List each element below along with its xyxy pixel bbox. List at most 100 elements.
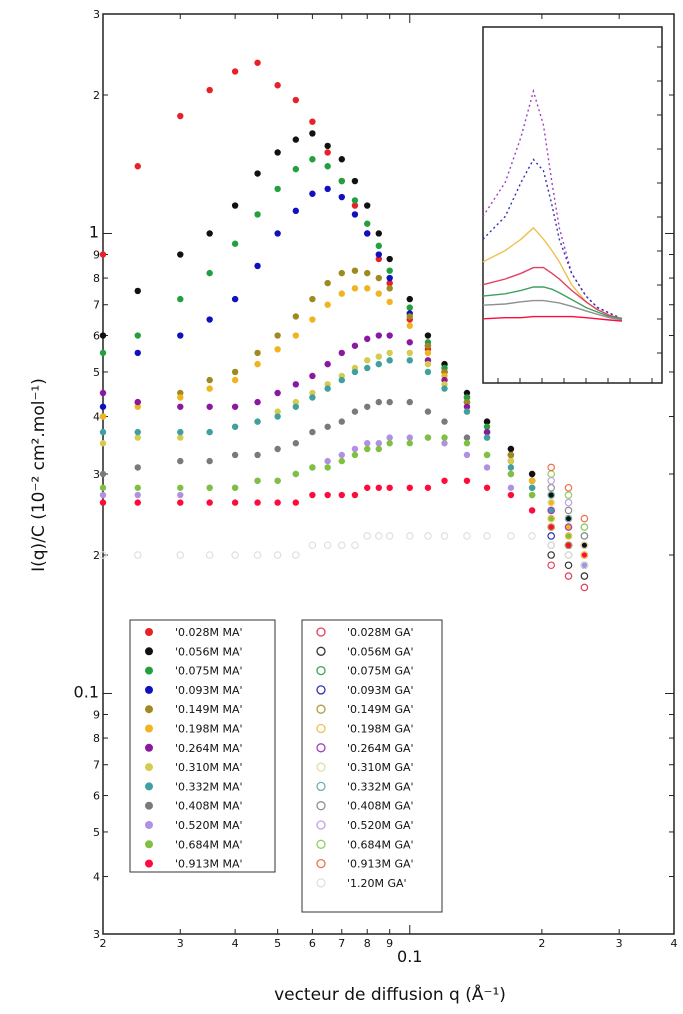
data-point xyxy=(324,423,331,430)
x-tick-label: 4 xyxy=(232,937,239,950)
y-tick-label: 5 xyxy=(93,366,100,379)
data-point xyxy=(375,360,382,368)
data-point xyxy=(483,451,491,459)
data-point xyxy=(254,451,261,459)
inset-series-line xyxy=(482,88,623,320)
data-point xyxy=(581,562,588,569)
data-point xyxy=(507,464,515,471)
x-tick-label: 7 xyxy=(338,937,345,950)
legend-label: '0.056M GA' xyxy=(347,645,414,658)
data-point xyxy=(547,541,555,550)
legend-label: '0.198M GA' xyxy=(347,723,414,736)
data-point xyxy=(206,457,213,465)
data-point xyxy=(274,389,281,397)
legend-marker xyxy=(316,685,326,695)
data-point xyxy=(273,551,282,559)
data-point xyxy=(231,484,239,491)
data-point xyxy=(231,499,239,506)
data-point xyxy=(364,269,371,277)
data-point xyxy=(564,523,573,531)
data-point xyxy=(206,403,213,410)
data-point xyxy=(463,403,471,410)
data-point xyxy=(231,240,239,247)
data-point xyxy=(564,532,573,540)
data-point xyxy=(463,532,471,540)
data-point xyxy=(547,507,555,514)
data-point xyxy=(231,202,239,209)
x-tick-label: 4 xyxy=(671,937,678,950)
data-point xyxy=(134,499,141,506)
legend-label: '0.520M MA' xyxy=(175,819,243,832)
data-point xyxy=(309,316,316,323)
legend-label: '0.408M GA' xyxy=(347,800,414,813)
legend-label: '0.332M GA' xyxy=(347,780,414,793)
data-point xyxy=(308,541,317,550)
data-point xyxy=(375,398,382,406)
data-point xyxy=(177,295,184,303)
data-point xyxy=(134,163,141,170)
legend-label: '0.093M GA' xyxy=(347,684,414,697)
legend-marker xyxy=(145,859,153,868)
data-point xyxy=(375,332,382,339)
data-point xyxy=(483,464,491,471)
data-point xyxy=(206,269,213,277)
legend-marker xyxy=(316,627,326,637)
x-axis-title: vecteur de diffusion q (Å⁻¹) xyxy=(274,983,506,1005)
data-point xyxy=(231,376,239,384)
x-tick-label: 9 xyxy=(386,937,393,950)
data-point xyxy=(375,445,382,453)
data-point xyxy=(231,551,239,559)
data-point xyxy=(351,445,359,453)
data-point xyxy=(338,156,345,163)
data-point xyxy=(274,413,281,420)
data-point xyxy=(528,477,536,484)
data-point xyxy=(580,523,589,531)
data-point xyxy=(424,342,432,349)
y-tick-label: 7 xyxy=(93,299,100,312)
legend-label: '0.028M GA' xyxy=(347,626,414,639)
legend-label: '0.198M MA' xyxy=(175,723,243,736)
data-point xyxy=(254,398,261,406)
data-point xyxy=(99,403,107,410)
legend-marker xyxy=(316,839,326,849)
data-point xyxy=(324,464,331,471)
data-point xyxy=(292,499,300,506)
legend-label: '0.149M GA' xyxy=(347,703,414,716)
x-tick-label: 2 xyxy=(538,937,545,950)
data-point xyxy=(364,202,371,209)
data-point xyxy=(547,470,555,478)
legend-label: '0.149M MA' xyxy=(175,703,243,716)
data-point xyxy=(351,211,359,218)
legend-marker xyxy=(316,762,326,772)
data-point xyxy=(547,491,555,499)
data-point xyxy=(483,418,491,425)
data-point xyxy=(351,368,359,376)
data-point xyxy=(565,542,572,549)
data-point xyxy=(483,428,491,436)
y-tick-label: 3 xyxy=(93,928,100,941)
data-point xyxy=(99,332,107,339)
legend-marker xyxy=(316,723,326,734)
legend-marker xyxy=(145,840,153,849)
y-axis-title: I(q)/C (10⁻² cm².mol⁻¹) xyxy=(29,378,49,572)
data-point xyxy=(564,483,573,492)
data-point xyxy=(205,551,214,559)
data-point xyxy=(547,532,555,540)
data-point xyxy=(547,483,555,492)
data-point xyxy=(375,440,382,447)
data-point xyxy=(309,491,316,499)
data-point xyxy=(337,541,346,550)
data-point xyxy=(463,389,471,397)
data-points xyxy=(99,59,589,592)
data-point xyxy=(565,523,572,531)
data-point xyxy=(528,484,536,491)
legend-box-filled xyxy=(129,619,276,873)
y-tick-label: 3 xyxy=(93,468,100,481)
x-tick-label: 3 xyxy=(616,937,623,950)
data-point xyxy=(547,498,555,507)
data-point xyxy=(99,349,107,357)
data-point xyxy=(292,398,300,406)
data-point xyxy=(375,230,382,237)
